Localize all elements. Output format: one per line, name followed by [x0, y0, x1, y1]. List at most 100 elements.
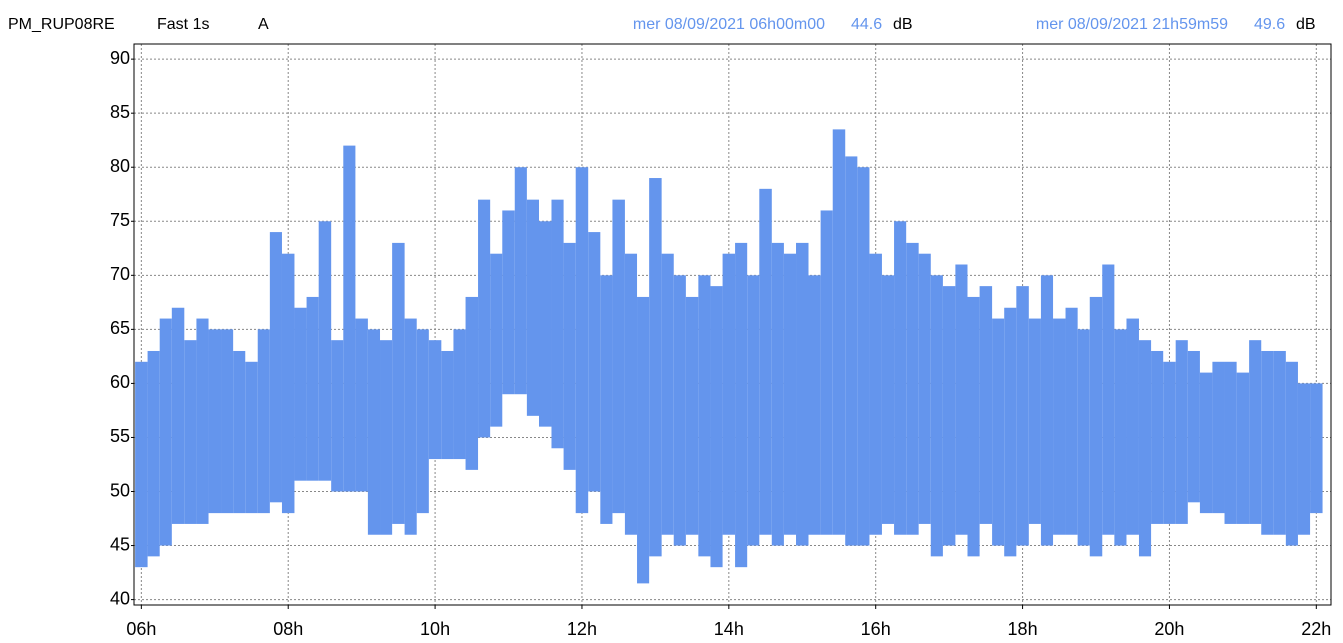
- cursor-value: 44.6: [851, 16, 882, 33]
- level-range: [306, 296, 319, 481]
- level-range: [869, 253, 882, 535]
- level-range: [221, 329, 234, 514]
- plot-area: [134, 44, 1331, 605]
- level-range: [832, 129, 846, 535]
- level-range: [416, 329, 429, 514]
- level-range: [343, 145, 356, 492]
- level-range: [380, 340, 393, 535]
- mode: Fast 1s: [157, 16, 209, 33]
- level-range: [1114, 329, 1127, 546]
- level-range: [367, 329, 381, 535]
- level-range: [490, 253, 503, 427]
- level-range: [171, 307, 185, 524]
- level-range: [294, 307, 307, 481]
- level-range: [845, 156, 858, 546]
- level-range: [269, 232, 282, 503]
- level-range: [722, 253, 736, 535]
- level-range: [1004, 307, 1017, 557]
- level-range: [1102, 264, 1115, 535]
- level-range: [575, 167, 589, 514]
- level-range: [735, 242, 748, 568]
- level-range: [1151, 350, 1164, 524]
- level-range: [1089, 296, 1103, 557]
- cursor-unit: dB: [1296, 16, 1316, 33]
- level-range: [857, 167, 870, 546]
- level-range: [906, 242, 919, 535]
- y-tick-label: 50: [110, 480, 130, 500]
- level-range: [1040, 275, 1054, 546]
- level-range: [331, 340, 344, 492]
- level-range: [967, 296, 980, 557]
- level-range: [1077, 329, 1090, 546]
- x-tick-label: 20h: [1154, 619, 1184, 639]
- level-range: [1187, 350, 1200, 503]
- y-tick-label: 55: [110, 426, 130, 446]
- level-range: [783, 253, 797, 535]
- level-range: [1249, 340, 1262, 524]
- level-range: [930, 275, 943, 557]
- y-tick-label: 40: [110, 588, 130, 608]
- level-range: [233, 350, 246, 514]
- x-tick-label: 06h: [126, 619, 156, 639]
- level-range: [318, 221, 332, 481]
- level-range: [281, 253, 295, 514]
- level-range: [1138, 340, 1152, 557]
- level-range: [1224, 361, 1237, 524]
- y-tick-label: 85: [110, 102, 130, 122]
- station: PM_RUP08RE: [8, 16, 115, 33]
- weighting: A: [258, 16, 269, 33]
- y-tick-label: 75: [110, 210, 130, 230]
- level-range: [257, 329, 270, 514]
- level-range: [759, 188, 772, 535]
- level-range: [404, 318, 417, 535]
- level-range: [992, 318, 1005, 546]
- level-range: [881, 275, 895, 524]
- level-range: [698, 275, 711, 557]
- level-range: [894, 221, 907, 535]
- level-range: [355, 318, 368, 492]
- level-range: [1273, 350, 1286, 535]
- x-tick-label: 08h: [273, 619, 303, 639]
- y-tick-label: 70: [110, 264, 130, 284]
- level-range: [1028, 318, 1041, 524]
- level-range: [820, 210, 833, 535]
- level-range: [1163, 361, 1176, 524]
- level-range: [453, 329, 466, 460]
- level-range: [196, 318, 209, 524]
- level-range: [428, 340, 442, 460]
- level-range: [1053, 318, 1066, 535]
- level-range: [710, 286, 723, 568]
- x-tick-label: 22h: [1301, 619, 1331, 639]
- level-range: [637, 296, 650, 584]
- plot-frame: [133, 43, 1332, 606]
- level-range: [624, 253, 638, 535]
- level-range: [955, 264, 968, 535]
- level-range: [1285, 361, 1298, 546]
- x-tick-label: 12h: [567, 619, 597, 639]
- level-range: [514, 167, 527, 395]
- cursor-value: 49.6: [1254, 16, 1285, 33]
- level-range: [1212, 361, 1225, 514]
- y-tick-label: 90: [110, 48, 130, 68]
- level-range: [771, 242, 784, 546]
- y-tick-label: 45: [110, 534, 130, 554]
- level-range: [159, 318, 172, 546]
- level-range: [392, 242, 405, 524]
- level-range: [208, 329, 222, 514]
- level-range: [649, 178, 662, 557]
- level-range: [441, 350, 454, 460]
- level-range: [526, 199, 539, 416]
- level-range: [673, 275, 686, 546]
- cursor-time: mer 08/09/2021 21h59m59: [1036, 16, 1228, 33]
- x-tick-label: 10h: [420, 619, 450, 639]
- level-range: [1016, 286, 1029, 546]
- level-range: [478, 199, 491, 438]
- level-range: [538, 221, 552, 427]
- level-range: [135, 361, 148, 568]
- level-range: [502, 210, 515, 395]
- level-range: [942, 286, 956, 546]
- y-tick-label: 60: [110, 372, 130, 392]
- level-range: [1126, 318, 1139, 535]
- cursor-time: mer 08/09/2021 06h00m00: [633, 16, 825, 33]
